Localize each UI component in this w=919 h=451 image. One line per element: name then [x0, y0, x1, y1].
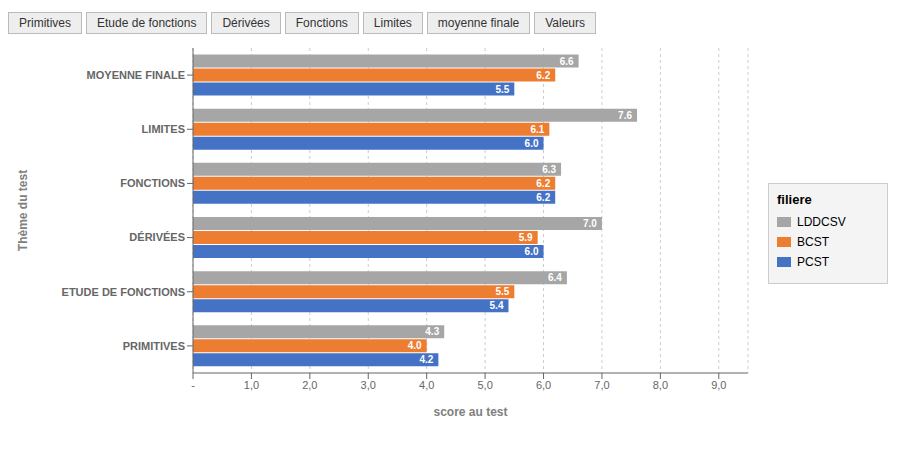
- html-text:Valeurs: Valeurs: [545, 16, 585, 30]
- svg-text:FONCTIONS: FONCTIONS: [120, 177, 185, 189]
- svg-text:8,0: 8,0: [653, 379, 668, 391]
- svg-text:5.5: 5.5: [495, 286, 509, 297]
- svg-text:5.9: 5.9: [519, 232, 533, 243]
- html-text:moyenne finale: moyenne finale: [437, 16, 520, 30]
- svg-text:6.4: 6.4: [548, 272, 562, 283]
- svg-text:6.0: 6.0: [525, 138, 539, 149]
- svg-text:LIMITES: LIMITES: [142, 123, 185, 135]
- svg-text:6.1: 6.1: [530, 124, 544, 135]
- html-text:PCST: PCST: [797, 254, 829, 269]
- svg-text:3,0: 3,0: [361, 379, 376, 391]
- svg-text:ETUDE DE FONCTIONS: ETUDE DE FONCTIONS: [62, 286, 185, 298]
- svg-text:5.5: 5.5: [495, 84, 509, 95]
- svg-text:score au test: score au test: [433, 405, 507, 419]
- svg-text:6.0: 6.0: [525, 246, 539, 257]
- html-text:Etude de fonctions: Etude de fonctions: [97, 16, 197, 30]
- svg-text:9,0: 9,0: [711, 379, 726, 391]
- html-text:LDDCSV: LDDCSV: [797, 214, 846, 229]
- svg-text:1,0: 1,0: [244, 379, 259, 391]
- svg-text:4.2: 4.2: [419, 354, 433, 365]
- svg-text:6.2: 6.2: [536, 178, 550, 189]
- html-text:Primitives: Primitives: [19, 16, 71, 30]
- svg-text:4.0: 4.0: [408, 340, 422, 351]
- svg-text:7.6: 7.6: [618, 110, 632, 121]
- html-text:BCST: BCST: [797, 234, 829, 249]
- svg-text:-: -: [191, 379, 195, 391]
- svg-text:Thème du test: Thème du test: [16, 170, 30, 251]
- html-text:Limites: Limites: [373, 16, 412, 30]
- svg-text:MOYENNE FINALE: MOYENNE FINALE: [87, 69, 185, 81]
- svg-text:4.3: 4.3: [425, 326, 439, 337]
- html-text:Fonctions: Fonctions: [295, 16, 348, 30]
- svg-text:PRIMITIVES: PRIMITIVES: [123, 340, 185, 352]
- svg-text:6.2: 6.2: [536, 70, 550, 81]
- svg-text:5,0: 5,0: [477, 379, 492, 391]
- svg-text:6,0: 6,0: [536, 379, 551, 391]
- svg-text:5.4: 5.4: [490, 300, 504, 311]
- svg-text:4,0: 4,0: [419, 379, 434, 391]
- svg-text:6.2: 6.2: [536, 192, 550, 203]
- svg-text:7,0: 7,0: [594, 379, 609, 391]
- svg-text:7.0: 7.0: [583, 218, 597, 229]
- svg-text:6.6: 6.6: [560, 56, 574, 67]
- svg-text:2,0: 2,0: [302, 379, 317, 391]
- html-text:Dérivées: Dérivées: [222, 16, 270, 30]
- svg-text:6.3: 6.3: [542, 164, 556, 175]
- svg-text:DÉRIVÉES: DÉRIVÉES: [129, 231, 185, 243]
- html-text:filiere: filiere: [777, 191, 812, 207]
